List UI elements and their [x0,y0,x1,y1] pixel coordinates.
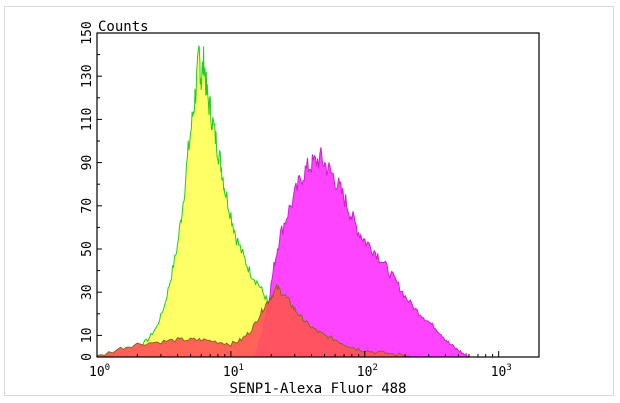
x-tick-label: 101 [223,363,244,380]
y-tick-label: 150 [80,21,95,44]
y-tick-label: 110 [80,108,95,131]
y-tick-label: 50 [80,241,95,257]
x-tick-label: 102 [357,363,378,380]
histogram-series-2 [254,147,471,359]
y-tick-label: 0 [80,353,95,361]
y-tick-label: 90 [80,155,95,171]
y-tick-label: 70 [80,198,95,214]
histogram-series-3 [96,284,419,358]
x-axis-ticks: 100 101 102 103 [89,351,540,380]
y-tick-label: 30 [80,284,95,300]
x-tick-label: 103 [491,363,512,380]
y-axis-ticks: 0 10 30 50 70 90 110 130 150 [80,21,102,361]
plot-area-border [96,32,540,358]
x-tick-label: 100 [89,363,110,380]
series-layer [96,45,471,359]
y-tick-label: 10 [80,328,95,344]
y-axis-title: Counts [98,19,149,35]
x-axis-title: SENP1-Alexa Fluor 488 [229,381,406,397]
y-tick-label: 130 [80,64,95,87]
